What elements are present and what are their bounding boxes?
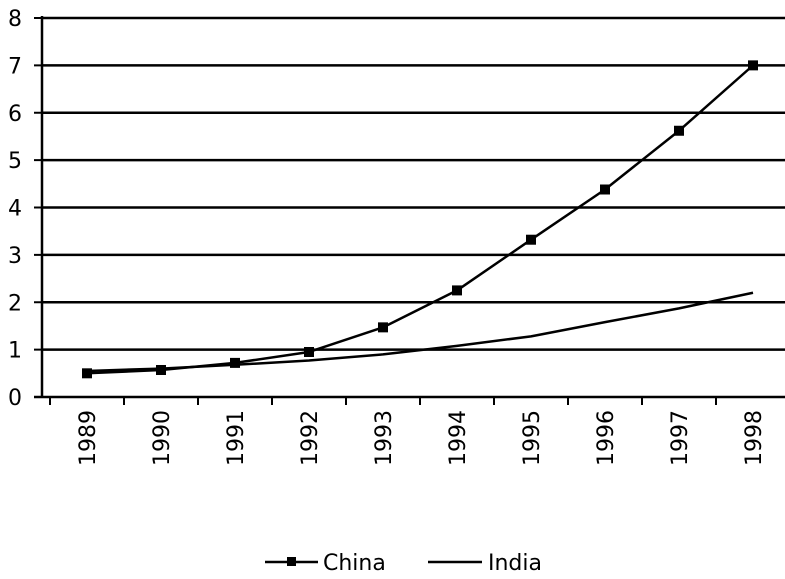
y-tick-label-6: 6: [8, 102, 22, 127]
point-china-1990: [156, 364, 166, 375]
y-tick-label-5: 5: [8, 149, 22, 174]
x-tick-label-1990: 1990: [150, 410, 175, 466]
x-tick-label-1997: 1997: [668, 410, 693, 466]
point-china-1998: [748, 60, 758, 71]
series-lines: [82, 60, 758, 379]
point-china-1996: [600, 184, 610, 195]
y-tick-label-2: 2: [8, 291, 22, 316]
x-tick-label-1993: 1993: [372, 410, 397, 466]
x-tick-label-1998: 1998: [742, 410, 767, 466]
x-tick-label-1992: 1992: [298, 410, 323, 466]
point-china-1995: [526, 234, 536, 245]
x-tick-label-1991: 1991: [224, 410, 249, 466]
x-tick-label-1995: 1995: [520, 410, 545, 466]
point-china-1989: [82, 368, 92, 379]
legend-item-china: China: [265, 551, 386, 576]
x-tick-label-1996: 1996: [594, 410, 619, 466]
y-tick-label-1: 1: [8, 339, 22, 364]
legend-item-india: India: [428, 551, 542, 576]
y-tick-label-3: 3: [8, 244, 22, 269]
legend: China India: [265, 551, 542, 576]
axes: [34, 16, 785, 405]
y-tick-label-8: 8: [8, 7, 22, 32]
y-tick-label-7: 7: [8, 54, 22, 79]
series-line-india: [86, 291, 754, 373]
y-tick-label-0: 0: [8, 386, 22, 411]
x-tick-label-1994: 1994: [446, 410, 471, 466]
y-tick-labels: 0 1 2 3 4 5 6 7 8: [8, 7, 22, 411]
point-china-1993: [378, 322, 388, 333]
y-tick-label-4: 4: [8, 197, 22, 222]
point-china-1992: [304, 346, 314, 357]
legend-label-china: China: [323, 551, 386, 576]
point-china-1991: [230, 357, 240, 368]
point-china-1994: [452, 285, 462, 296]
point-china-1997: [674, 125, 684, 136]
legend-marker-china: [287, 557, 296, 566]
x-tick-labels: 1989 1990 1991 1992 1993 1994 1995 1996 1997 1998: [76, 410, 767, 466]
x-tick-label-1989: 1989: [76, 410, 101, 466]
legend-label-india: India: [488, 551, 542, 576]
gridlines: [42, 16, 785, 351]
